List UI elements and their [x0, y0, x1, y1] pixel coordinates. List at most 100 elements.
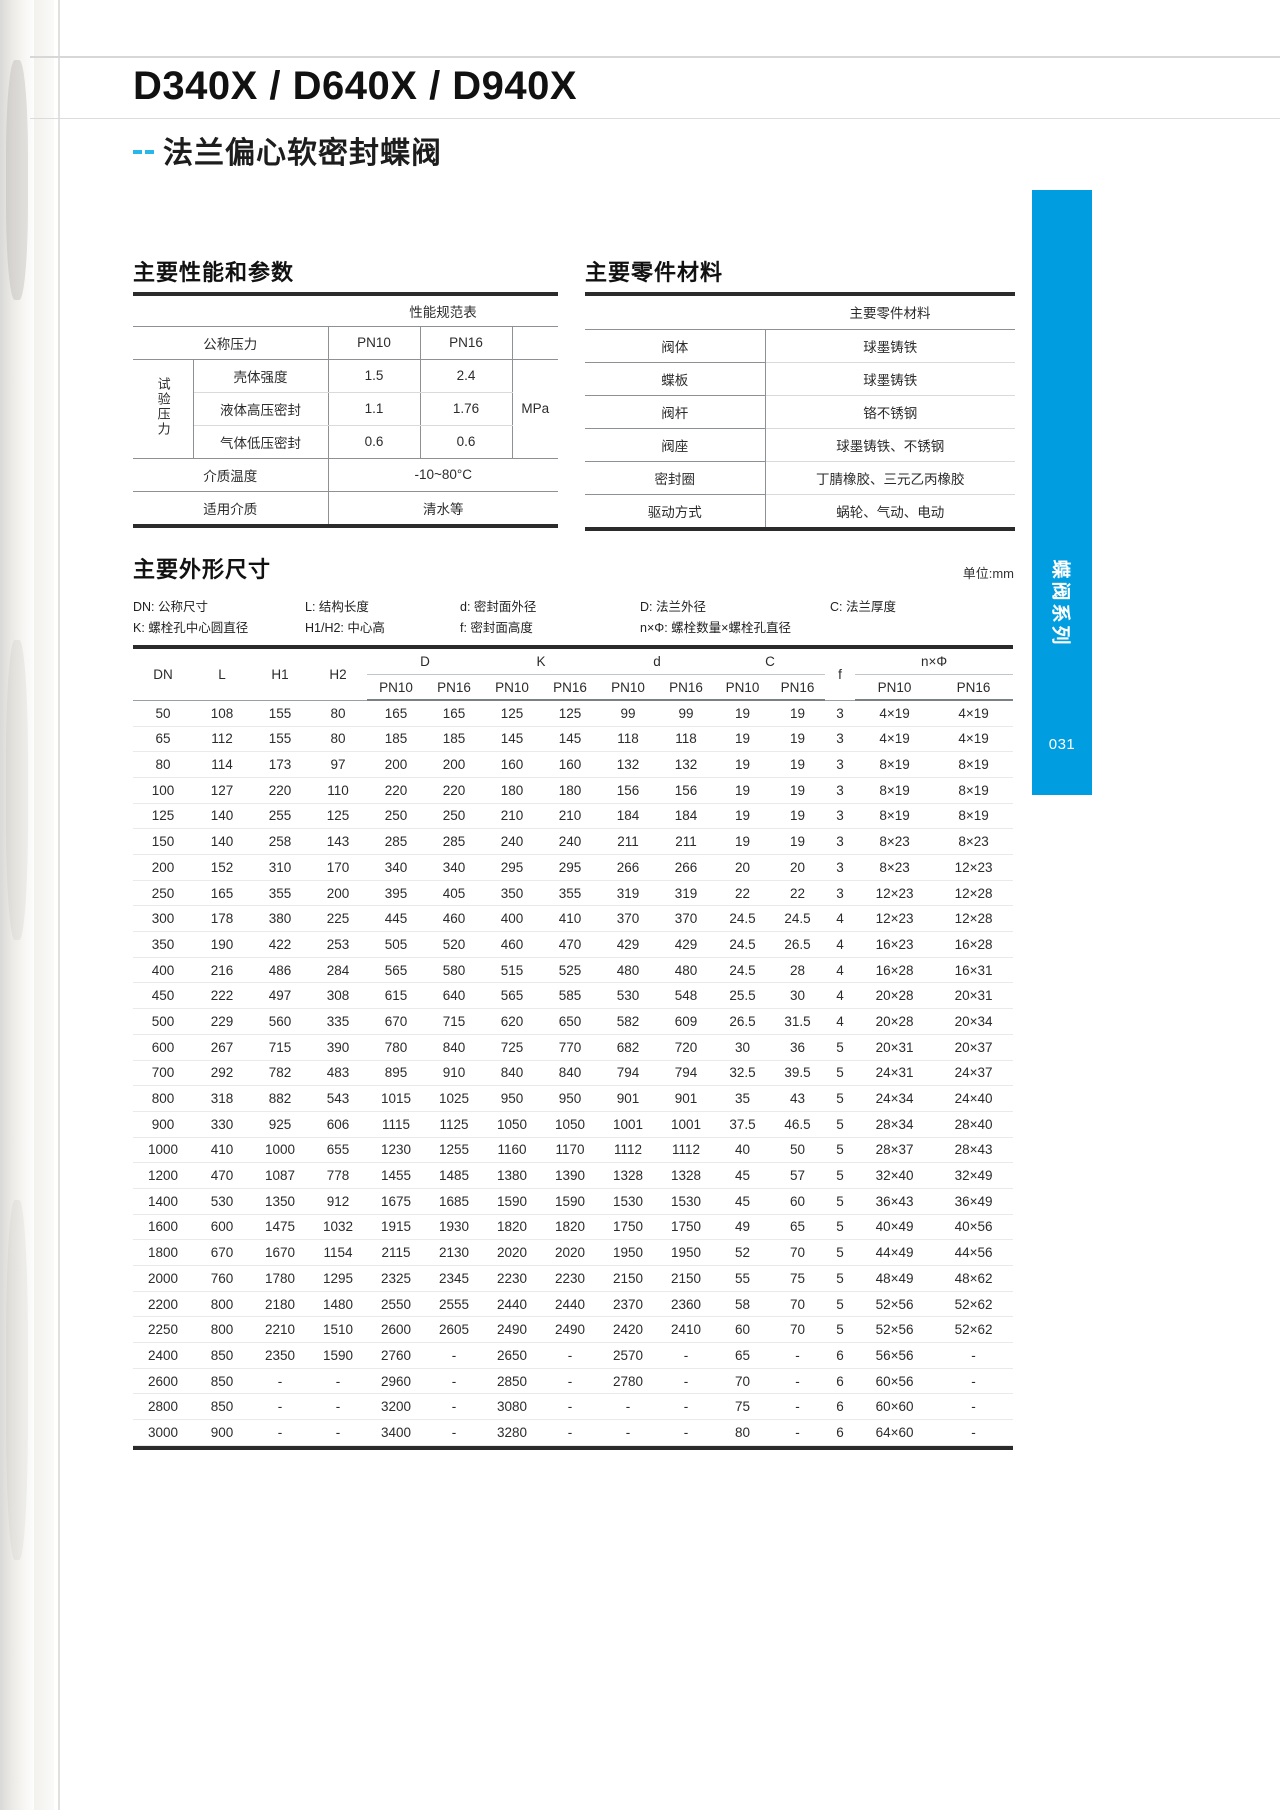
table-cell: 2440 — [554, 1296, 586, 1312]
cell-dn: 1600 — [147, 1219, 179, 1235]
table-cell: 229 — [210, 1013, 234, 1029]
table-cell: 160 — [500, 757, 524, 773]
table-bottom-rule — [585, 527, 1015, 531]
table-cell: - — [277, 1373, 283, 1389]
legend-item: H1/H2: 中心高 — [305, 620, 385, 635]
cell-dn: 400 — [151, 962, 175, 978]
table-cell: 55 — [735, 1270, 751, 1286]
table-cell: 56×56 — [875, 1347, 914, 1363]
table-cell: 185 — [384, 731, 408, 747]
table-cell: 882 — [268, 1091, 292, 1107]
cell-dn: 1400 — [147, 1193, 179, 1209]
table-cell: 5 — [836, 1091, 844, 1107]
col-group-header-K: K — [483, 649, 600, 676]
cell-dn: 350 — [151, 936, 175, 952]
table-cell: 1590 — [322, 1347, 354, 1363]
table-cell: 460 — [500, 936, 524, 952]
table-cell: 925 — [268, 1116, 292, 1132]
table-top-rule — [585, 292, 1015, 296]
table-row: 600 267 715 390 780 840 725 770 682 720 30 36 5 20×31… — [133, 1034, 1014, 1060]
sub-header-pn16: PN16 — [934, 674, 1014, 702]
table-cell: 2440 — [496, 1296, 528, 1312]
table-cell: 4×19 — [879, 731, 910, 747]
table-cell: 355 — [268, 885, 292, 901]
table-cell: - — [795, 1347, 800, 1363]
table-cell: 715 — [268, 1039, 292, 1055]
table-row: 1200 470 1087 778 1455 1485 1380 1390 1328 1328 45… — [133, 1163, 1014, 1189]
table-cell: 240 — [558, 834, 582, 850]
cell-dn: 150 — [151, 834, 175, 850]
materials-table: 主要零件材料 阀体 球墨铸铁 蝶板 球墨铸铁 阀杆 铬不锈钢 阀座 球墨铸铁、不… — [585, 292, 1015, 531]
table-cell: 31.5 — [784, 1013, 811, 1029]
table-bottom-rule — [133, 1445, 1013, 1450]
table-cell: 3 — [836, 859, 844, 875]
table-cell: 2230 — [554, 1270, 586, 1286]
table-cell: 5 — [836, 1039, 844, 1055]
test-row-name: 气体低压密封 — [193, 425, 329, 459]
table-cell: 225 — [326, 911, 350, 927]
table-row: 液体高压密封 1.1 1.76 — [133, 392, 558, 426]
table-cell: - — [683, 1373, 689, 1389]
table-cell: 850 — [210, 1347, 234, 1363]
test-row-name: 液体高压密封 — [193, 392, 329, 426]
table-cell: 910 — [442, 1065, 466, 1081]
table-cell: 2410 — [671, 1322, 702, 1338]
table-cell: 370 — [674, 911, 698, 927]
table-cell: 140 — [210, 834, 234, 850]
table-cell: 99 — [678, 705, 694, 721]
table-cell: 505 — [384, 936, 408, 952]
sub-header-pn16: PN16 — [541, 674, 600, 702]
table-cell: 606 — [326, 1116, 350, 1132]
table-cell: 6 — [836, 1399, 844, 1415]
table-cell: - — [683, 1399, 689, 1415]
table-cell: 2760 — [380, 1347, 412, 1363]
table-row: 250 165 355 200 395 405 350 355 319 319 22 22 3 12×23… — [133, 880, 1014, 906]
table-cell: 125 — [500, 705, 524, 721]
table-cell: 782 — [268, 1065, 292, 1081]
table-cell: 30 — [735, 1039, 751, 1055]
table-cell: 725 — [500, 1039, 524, 1055]
table-cell: 670 — [384, 1013, 408, 1029]
table-cell: 1750 — [671, 1219, 702, 1235]
table-cell: 40×49 — [875, 1219, 914, 1235]
table-cell: 43 — [790, 1091, 806, 1107]
table-cell: 60 — [735, 1322, 751, 1338]
table-cell: 2150 — [612, 1270, 644, 1286]
table-cell: 4 — [836, 936, 844, 952]
table-cell: 655 — [326, 1142, 350, 1158]
table-cell: 222 — [210, 988, 234, 1004]
table-cell: 19 — [735, 834, 751, 850]
table-cell: 1328 — [612, 1168, 644, 1184]
table-row: 900 330 925 606 1115 1125 1050 1050 1001 1001 37.5… — [133, 1111, 1014, 1138]
table-cell: - — [335, 1399, 341, 1415]
table-cell: 40×56 — [954, 1219, 993, 1235]
material-value: 蜗轮、气动、电动 — [836, 504, 945, 520]
table-cell: 670 — [210, 1245, 234, 1261]
table-cell: 2180 — [264, 1296, 296, 1312]
table-cell: 2650 — [496, 1347, 528, 1363]
applicable-medium-label: 适用介质 — [133, 491, 329, 524]
sub-header-pn10: PN10 — [855, 674, 935, 702]
table-cell: 32.5 — [729, 1065, 756, 1081]
table-cell: 210 — [500, 808, 524, 824]
table-cell: 19 — [790, 834, 806, 850]
caption-spacer — [133, 296, 328, 327]
table-cell: 8×19 — [879, 808, 910, 824]
table-cell: 70 — [735, 1373, 751, 1389]
col-header-h2: H2 — [309, 649, 367, 701]
table-cell: 515 — [500, 962, 524, 978]
table-cell: 1115 — [381, 1116, 411, 1132]
table-cell: 36×49 — [954, 1193, 993, 1209]
table-cell: 28×37 — [875, 1142, 914, 1158]
table-cell: 640 — [442, 988, 466, 1004]
table-cell: 44×49 — [875, 1245, 914, 1261]
subtitle-block: 法兰偏心软密封蝶阀 — [133, 128, 442, 172]
legend-row: K: 螺栓孔中心圆直径 H1/H2: 中心高 f: 密封面高度 n×Φ: 螺栓数… — [133, 618, 896, 639]
table-cell: - — [971, 1424, 976, 1440]
table-cell: 220 — [384, 782, 408, 798]
table-cell: 60×56 — [875, 1373, 914, 1389]
material-part: 阀体 — [585, 329, 766, 363]
legend-row: DN: 公称尺寸 L: 结构长度 d: 密封面外径 D: 法兰外径 C: 法兰厚… — [133, 597, 896, 618]
table-cell: 1530 — [612, 1193, 644, 1209]
table-cell: 253 — [326, 936, 350, 952]
